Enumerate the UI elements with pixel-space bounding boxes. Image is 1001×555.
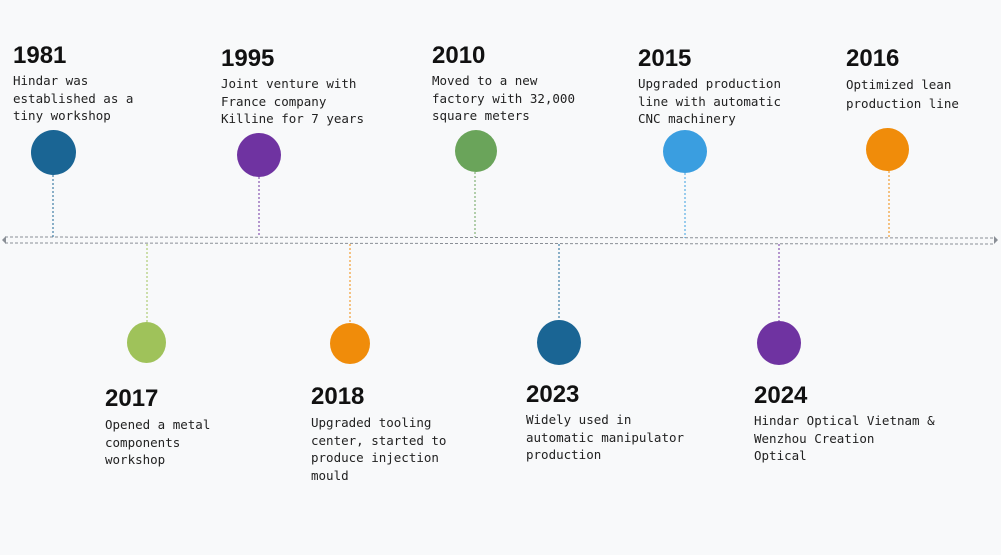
event-description: Upgraded production line with automatic … xyxy=(638,76,781,126)
event-description: Hindar Optical Vietnam & Wenzhou Creatio… xyxy=(754,413,935,463)
event-marker-dot xyxy=(757,321,801,365)
event-description: Joint venture with France company Killin… xyxy=(221,76,364,126)
event-year: 1995 xyxy=(221,45,275,72)
axis-arrow-right xyxy=(994,236,998,244)
event-description: Moved to a new factory with 32,000 squar… xyxy=(432,73,575,123)
axis-line-top xyxy=(4,236,995,239)
event-marker-dot xyxy=(663,130,707,173)
event-description: Widely used in automatic manipulator pro… xyxy=(526,412,685,462)
event-marker-dot xyxy=(866,128,909,171)
event-year: 2024 xyxy=(754,382,808,409)
event-marker-dot xyxy=(537,320,581,365)
event-marker-dot xyxy=(127,322,166,363)
axis-arrow-left xyxy=(2,236,6,244)
event-description: Opened a metal components workshop xyxy=(105,417,211,467)
event-marker-dot xyxy=(455,130,497,172)
event-description: Hindar was established as a tiny worksho… xyxy=(13,73,134,123)
event-description: Optimized lean production line xyxy=(846,77,959,111)
event-year: 2015 xyxy=(638,45,692,72)
event-year: 2016 xyxy=(846,45,900,72)
event-marker-dot xyxy=(330,323,370,364)
event-year: 2023 xyxy=(526,381,580,408)
axis-line-bottom xyxy=(4,242,995,245)
event-marker-dot xyxy=(237,133,281,177)
event-description: Upgraded tooling center, started to prod… xyxy=(311,415,447,483)
event-year: 2018 xyxy=(311,383,365,410)
event-year: 1981 xyxy=(13,42,67,69)
event-year: 2017 xyxy=(105,385,159,412)
event-year: 2010 xyxy=(432,42,486,69)
event-marker-dot xyxy=(31,130,76,175)
